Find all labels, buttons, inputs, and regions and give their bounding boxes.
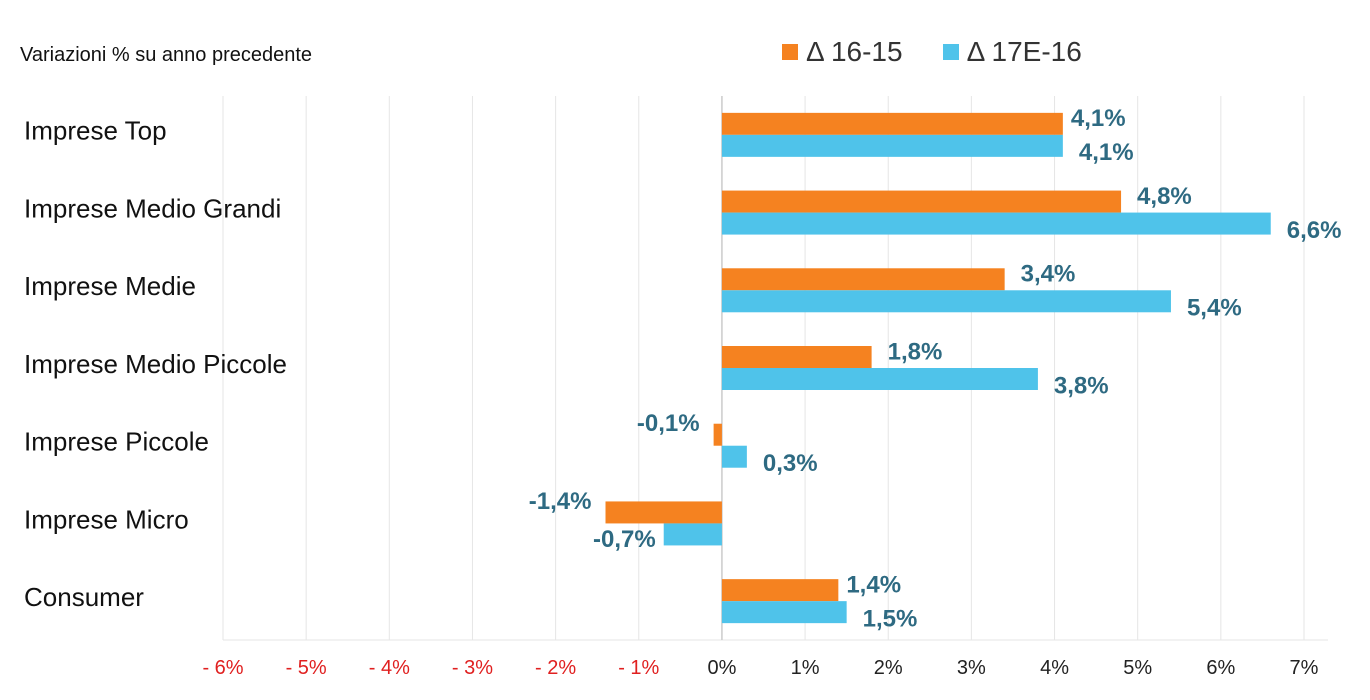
x-tick-label: - 4% — [369, 657, 410, 679]
data-label: 3,8% — [1054, 372, 1109, 399]
data-label: 4,1% — [1071, 105, 1126, 132]
bar-series1 — [721, 346, 872, 368]
bar-series2 — [721, 601, 847, 624]
legend-item-series2: Δ 17E-16 — [942, 36, 1082, 68]
data-label: 6,6% — [1287, 217, 1342, 244]
data-label: -1,4% — [529, 488, 592, 515]
x-tick-label: 4% — [1040, 657, 1069, 679]
x-tick-label: - 5% — [286, 657, 327, 679]
bar-series1 — [713, 423, 722, 446]
bar-series2 — [721, 368, 1038, 390]
legend-label-series1: Δ 16-15 — [806, 36, 903, 67]
x-tick-label: 5% — [1123, 657, 1152, 679]
data-label: 4,1% — [1079, 139, 1134, 166]
x-tick-label: 6% — [1206, 657, 1235, 679]
category-label: Imprese Micro — [24, 504, 189, 534]
legend-swatch-series1 — [782, 44, 798, 60]
x-tick-label: - 1% — [618, 657, 659, 679]
data-label: -0,1% — [637, 410, 700, 437]
bar-series2 — [721, 290, 1171, 313]
bar-series1 — [721, 112, 1063, 135]
category-label: Imprese Piccole — [24, 427, 209, 457]
category-label: Imprese Top — [24, 116, 167, 146]
bar-series1 — [605, 501, 722, 524]
x-tick-label: 1% — [791, 657, 820, 679]
bar-series2 — [721, 212, 1271, 235]
category-label: Imprese Medie — [24, 271, 196, 301]
category-label: Consumer — [24, 582, 144, 612]
chart-subtitle: Variazioni % su anno precedente — [20, 44, 313, 66]
x-tick-label: - 6% — [202, 657, 243, 679]
data-label: 3,4% — [1021, 261, 1076, 288]
x-tick-label: - 2% — [535, 657, 576, 679]
chart-legend: Δ 16-15 Δ 17E-16 — [782, 36, 1082, 68]
bar-series1 — [721, 190, 1122, 213]
data-label: 4,8% — [1137, 183, 1192, 210]
x-tick-label: - 3% — [452, 657, 493, 679]
bar-series2 — [721, 445, 747, 468]
data-label: 0,3% — [763, 450, 818, 477]
data-label: 1,5% — [863, 605, 918, 632]
data-label: -0,7% — [593, 526, 656, 553]
category-label: Imprese Medio Piccole — [24, 349, 287, 379]
x-tick-label: 2% — [874, 657, 903, 679]
legend-swatch-series2 — [942, 44, 959, 60]
x-tick-label: 7% — [1290, 657, 1319, 679]
category-label: Imprese Medio Grandi — [24, 193, 281, 223]
bar-series1 — [721, 268, 1005, 291]
data-label: 1,8% — [888, 338, 943, 365]
bar-series1 — [721, 579, 839, 602]
legend-item-series1: Δ 16-15 — [782, 36, 903, 68]
x-tick-label: 0% — [707, 657, 736, 679]
data-label: 5,4% — [1187, 295, 1242, 322]
bar-series2 — [663, 523, 722, 546]
x-tick-label: 3% — [957, 657, 986, 679]
legend-label-series2: Δ 17E-16 — [966, 36, 1082, 67]
bar-series2 — [721, 134, 1063, 157]
data-label: 1,4% — [846, 571, 901, 598]
